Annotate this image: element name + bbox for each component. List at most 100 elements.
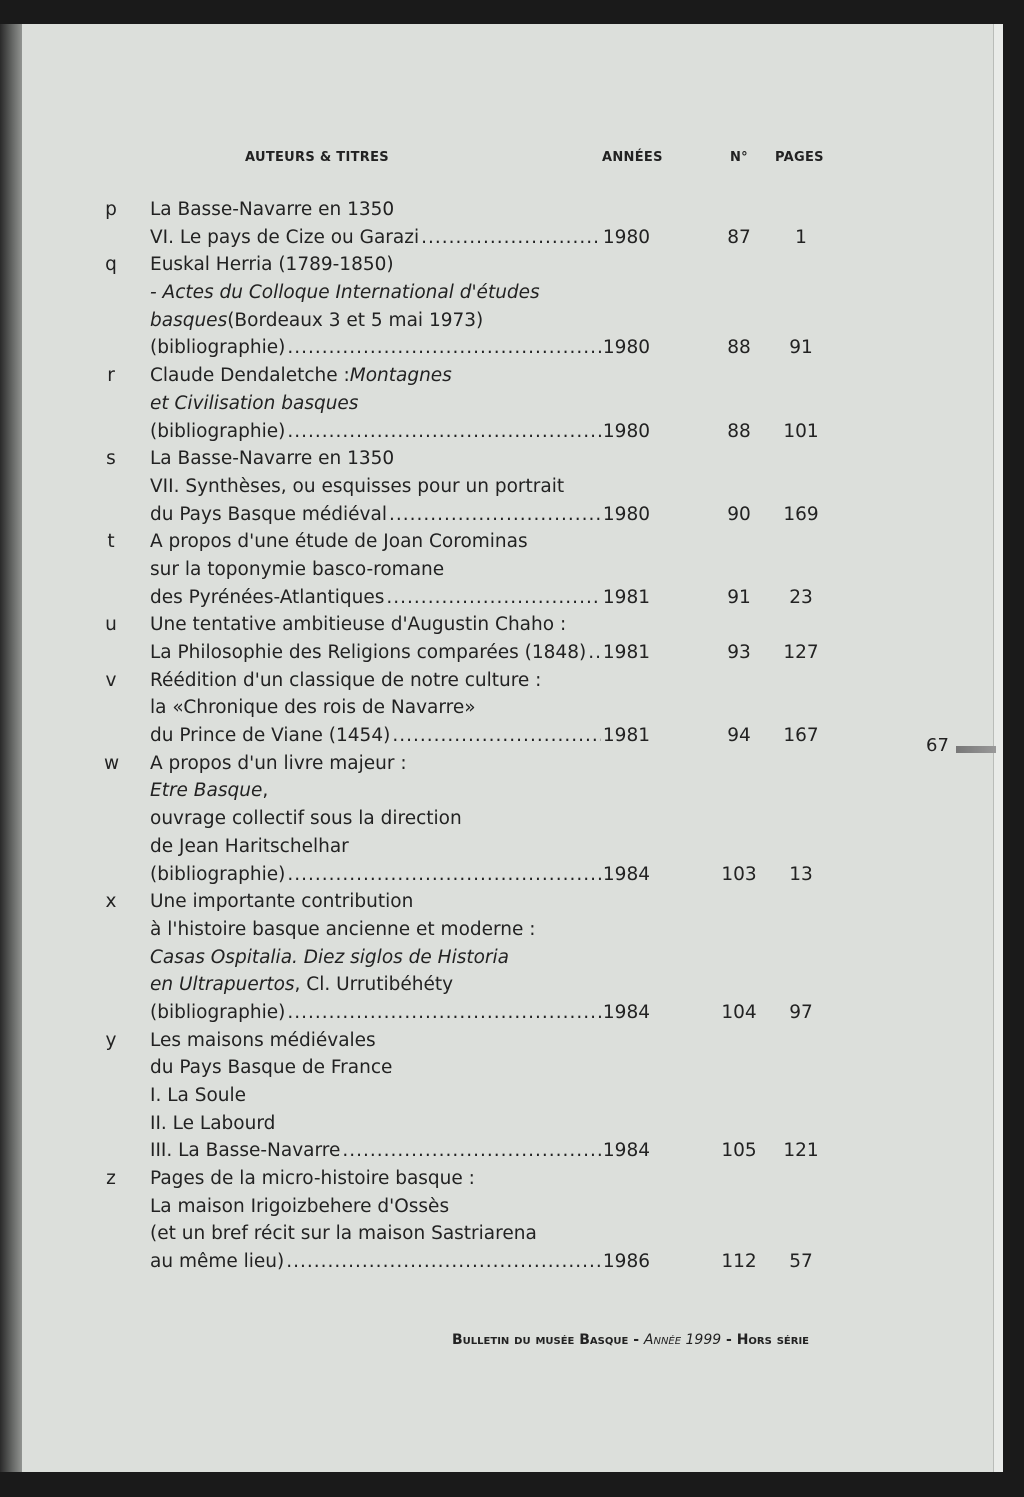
entry-issue-number: 94 xyxy=(727,725,751,747)
entry-letter: s xyxy=(106,448,116,470)
entry-text: Réédition d'un classique de notre cultur… xyxy=(150,667,650,695)
entry-text: A propos d'une étude de Joan Corominas xyxy=(150,528,650,556)
entry-text: La Philosophie des Religions comparées (… xyxy=(150,639,650,667)
entry-issue-number: 104 xyxy=(721,1001,757,1023)
entry-text: en Ultrapuertos, Cl. Urrutibéhéty xyxy=(150,971,650,999)
entry-text: - Actes du Colloque International d'étud… xyxy=(150,279,650,307)
entry-text: du Pays Basque de France xyxy=(150,1054,650,1082)
entry-line: sur la toponymie basco-romane xyxy=(0,556,1000,584)
page-tab-marker xyxy=(956,746,996,753)
dot-leader xyxy=(287,334,601,362)
entry-line: z Pages de la micro-histoire basque : xyxy=(0,1165,1000,1193)
entry-year: 1981 xyxy=(602,642,650,663)
footer-series: Hors série xyxy=(736,1332,809,1348)
dot-leader xyxy=(287,418,601,446)
entry-line: du Prince de Viane (1454) 1981 94 167 xyxy=(0,722,1000,750)
entry-text-segment: des Pyrénées-Atlantiques xyxy=(150,586,385,608)
entry-text-segment: La Philosophie des Religions comparées (… xyxy=(150,642,587,663)
header-number: N° xyxy=(730,150,748,165)
entry-text-segment: Euskal Herria (1789-1850) xyxy=(150,254,394,276)
entry-text-segment: , xyxy=(262,780,269,802)
header-years: ANNÉES xyxy=(602,150,663,165)
entry-text-segment: de Jean Haritschelhar xyxy=(150,835,349,857)
entry-text: A propos d'un livre majeur : xyxy=(150,750,650,778)
entry-text: I. La Soule xyxy=(150,1082,650,1110)
entry-text-segment: II. Le Labourd xyxy=(150,1112,276,1134)
entry-text-segment: Montagnes xyxy=(349,365,452,387)
entry-line: La maison Irigoizbehere d'Ossès xyxy=(0,1193,1000,1221)
entry-issue-number: 88 xyxy=(727,420,751,442)
entry-line: r Claude Dendaletche : Montagnes xyxy=(0,362,1000,390)
entry-line: III. La Basse-Navarre 1984 105 121 xyxy=(0,1137,1000,1165)
entry-line: la «Chronique des rois de Navarre» xyxy=(0,694,1000,722)
entry-line: de Jean Haritschelhar xyxy=(0,833,1000,861)
entry-issue-number: 103 xyxy=(721,863,757,885)
footer-title: Bulletin du musée Basque xyxy=(452,1332,629,1348)
entry-text-segment: la «Chronique des rois de Navarre» xyxy=(150,697,476,719)
entry-text: du Pays Basque médiéval 1980 xyxy=(150,501,650,529)
entry-line: q Euskal Herria (1789-1850) xyxy=(0,251,1000,279)
dot-leader xyxy=(421,224,601,252)
dot-leader xyxy=(392,722,601,750)
entry-line: Casas Ospitalia. Diez siglos de Historia xyxy=(0,944,1000,972)
entry-pages: 127 xyxy=(783,642,819,663)
entry-line: en Ultrapuertos, Cl. Urrutibéhéty xyxy=(0,971,1000,999)
entry-text-segment: ouvrage collectif sous la direction xyxy=(150,808,462,830)
entry-text: du Prince de Viane (1454) 1981 xyxy=(150,722,650,750)
entry-year: 1980 xyxy=(602,226,650,248)
entry-text: (bibliographie) 1980 xyxy=(150,418,650,446)
entry-line: Etre Basque, xyxy=(0,777,1000,805)
footer-year: Année 1999 xyxy=(643,1332,722,1348)
entry-text-segment: (Bordeaux 3 et 5 mai 1973) xyxy=(227,309,484,331)
entry-text-segment: La Basse-Navarre en 1350 xyxy=(150,448,395,470)
entry-text-segment: en Ultrapuertos xyxy=(150,974,295,996)
entry-year: 1981 xyxy=(602,586,650,608)
entry-year: 1984 xyxy=(602,863,650,885)
entry-text-segment: Claude Dendaletche : xyxy=(150,365,350,387)
entry-text: et Civilisation basques xyxy=(150,390,650,418)
entry-text: Les maisons médiévales xyxy=(150,1027,650,1055)
entry-text: II. Le Labourd xyxy=(150,1110,650,1138)
entry-text: III. La Basse-Navarre 1984 xyxy=(150,1137,650,1165)
entry-line: y Les maisons médiévales xyxy=(0,1027,1000,1055)
entry-pages: 101 xyxy=(783,420,819,442)
entry-text-segment: (bibliographie) xyxy=(150,337,286,359)
entry-text-segment: La maison Irigoizbehere d'Ossès xyxy=(150,1195,450,1217)
entry-text-segment: (et un bref récit sur la maison Sastriar… xyxy=(150,1223,537,1245)
entry-text-segment: A propos d'une étude de Joan Corominas xyxy=(150,531,528,553)
dot-leader xyxy=(287,861,601,889)
entry-text: VI. Le pays de Cize ou Garazi 1980 xyxy=(150,224,650,252)
entry-issue-number: 91 xyxy=(727,586,751,608)
entry-pages: 169 xyxy=(783,503,819,525)
entry-text-segment: à l'histoire basque ancienne et moderne … xyxy=(150,918,536,940)
entry-text-segment: (bibliographie) xyxy=(150,420,286,442)
entry-text-segment: du Prince de Viane (1454) xyxy=(150,725,391,747)
entry-line: II. Le Labourd xyxy=(0,1110,1000,1138)
entry-text: (bibliographie) 1984 xyxy=(150,999,650,1027)
entry-text-segment: (bibliographie) xyxy=(150,863,286,885)
entry-issue-number: 90 xyxy=(727,503,751,525)
entry-pages: 13 xyxy=(789,863,813,885)
entry-text: sur la toponymie basco-romane xyxy=(150,556,650,584)
entry-line: (bibliographie) 1980 88 101 xyxy=(0,418,1000,446)
entry-letter: y xyxy=(105,1029,117,1051)
entry-text-segment: au même lieu) xyxy=(150,1251,285,1273)
entry-year: 1980 xyxy=(602,420,650,442)
entry-letter: v xyxy=(105,669,117,691)
entry-text: à l'histoire basque ancienne et moderne … xyxy=(150,916,650,944)
entry-letter: r xyxy=(107,365,115,387)
entry-line: I. La Soule xyxy=(0,1082,1000,1110)
entry-text: (bibliographie) 1984 xyxy=(150,861,650,889)
entry-pages: 91 xyxy=(789,337,813,359)
entry-text-segment: (bibliographie) xyxy=(150,1001,286,1023)
entry-text: La Basse-Navarre en 1350 xyxy=(150,445,650,473)
entry-text-segment: - Actes du Colloque International d'étud… xyxy=(150,282,540,304)
page-number: 67 xyxy=(926,735,949,756)
entry-text-segment: A propos d'un livre majeur : xyxy=(150,752,407,774)
entry-line: s La Basse-Navarre en 1350 xyxy=(0,445,1000,473)
entry-year: 1984 xyxy=(602,1140,650,1162)
entry-pages: 23 xyxy=(789,586,813,608)
entry-letter: u xyxy=(105,614,117,636)
entry-line: VI. Le pays de Cize ou Garazi 1980 87 1 xyxy=(0,224,1000,252)
entry-text: Claude Dendaletche : Montagnes xyxy=(150,362,650,390)
